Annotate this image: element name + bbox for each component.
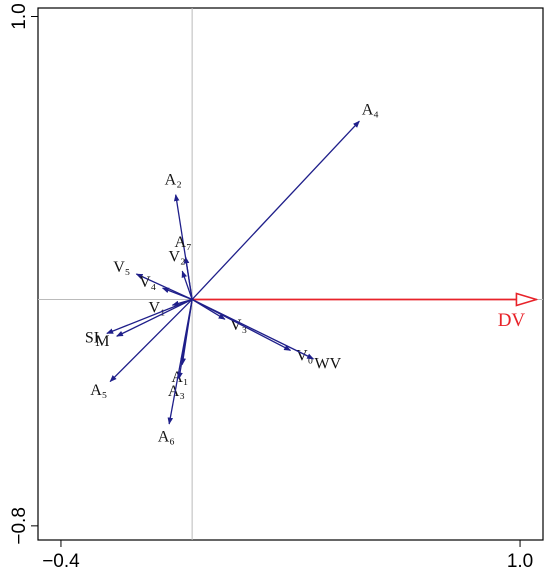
arrow-label: M xyxy=(95,333,109,350)
arrow xyxy=(161,287,193,301)
arrow xyxy=(109,299,193,383)
x-tick-label: −0.4 xyxy=(42,551,80,572)
arrow xyxy=(167,299,193,425)
arrow-label: A₅ xyxy=(90,382,107,399)
arrow-label: A₇ xyxy=(175,234,192,251)
arrow xyxy=(181,270,193,300)
arrow-label: WV xyxy=(314,356,341,373)
arrow xyxy=(116,298,193,337)
arrow-label: V₅ xyxy=(113,259,130,276)
arrow-label: A₂ xyxy=(165,172,182,189)
arrow-label: V₂ xyxy=(168,249,185,266)
arrow xyxy=(183,256,193,300)
arrow xyxy=(106,298,193,335)
arrow-label: V₄ xyxy=(139,274,157,291)
arrow xyxy=(191,120,360,300)
arrow-label: A₄ xyxy=(362,102,380,119)
arrow-label: A₃ xyxy=(168,383,185,400)
arrow-label: V₀ xyxy=(296,348,313,365)
arrow xyxy=(191,298,315,360)
arrow-label: A₆ xyxy=(158,428,175,445)
y-tick-label: 1.0 xyxy=(9,3,30,29)
plot-frame xyxy=(37,7,544,541)
arrow-label: SI xyxy=(85,329,99,346)
x-tick-label: 1.0 xyxy=(507,551,533,572)
y-tick-label: −0.8 xyxy=(9,507,30,545)
arrow-label: DV xyxy=(498,310,526,331)
